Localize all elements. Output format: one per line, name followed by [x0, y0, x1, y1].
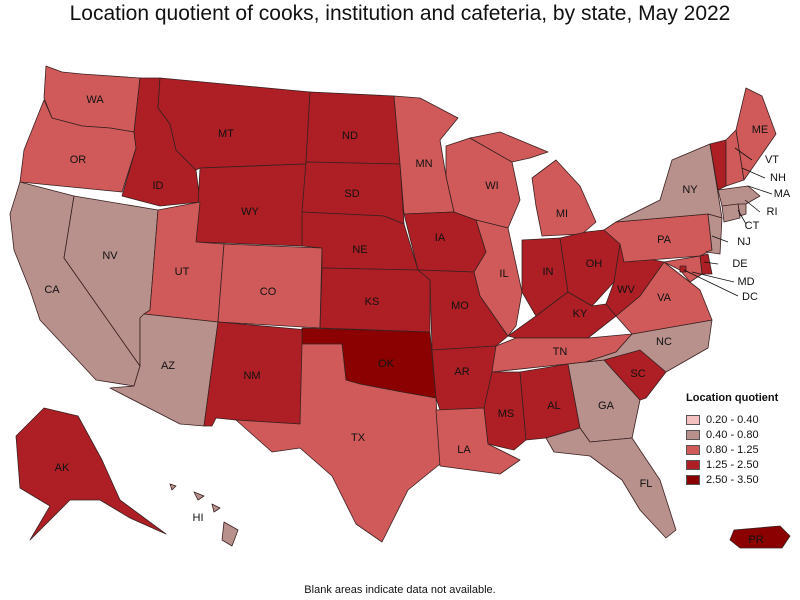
legend-title: Location quotient — [686, 392, 779, 404]
state-label-ak: AK — [55, 462, 70, 474]
state-label-wa: WA — [86, 94, 104, 106]
legend-swatch — [686, 459, 700, 470]
state-ma — [717, 185, 761, 207]
legend-label: 0.40 - 0.80 — [706, 428, 759, 441]
state-label-ok: OK — [378, 358, 395, 370]
legend-item: 1.25 - 2.50 — [686, 457, 798, 472]
state-label-ut: UT — [175, 266, 190, 278]
state-label-hi: HI — [193, 512, 204, 524]
legend-item: 0.40 - 0.80 — [686, 427, 798, 442]
legend-label: 1.25 - 2.50 — [706, 458, 759, 471]
state-label-az: AZ — [161, 360, 175, 372]
legend-swatch — [686, 414, 700, 425]
state-label-il: IL — [499, 268, 508, 280]
state-pr — [729, 525, 791, 549]
state-label-al: AL — [547, 400, 560, 412]
legend: Location quotient 0.20 - 0.40 0.40 - 0.80… — [686, 392, 798, 487]
state-label-mi: MI — [556, 208, 568, 220]
state-label-ma: MA — [774, 188, 791, 200]
state-label-pr: PR — [748, 534, 763, 546]
state-label-or: OR — [70, 154, 87, 166]
legend-swatch — [686, 429, 700, 440]
state-label-nv: NV — [102, 250, 118, 262]
state-label-vt: VT — [765, 154, 779, 166]
state-label-ri: RI — [767, 206, 778, 218]
state-label-ms: MS — [498, 408, 515, 420]
state-label-de: DE — [732, 258, 747, 270]
state-ny — [615, 143, 723, 223]
state-mi — [469, 131, 597, 237]
state-ct — [721, 203, 741, 223]
state-label-ky: KY — [573, 308, 588, 320]
state-nj — [705, 213, 723, 255]
state-dc — [679, 265, 687, 273]
state-label-tn: TN — [553, 346, 568, 358]
state-me — [735, 87, 777, 181]
legend-label: 2.50 - 3.50 — [706, 473, 759, 486]
state-label-wy: WY — [241, 206, 259, 218]
state-label-wv: WV — [617, 284, 635, 296]
legend-label: 0.20 - 0.40 — [706, 413, 759, 426]
state-label-nd: ND — [342, 130, 358, 142]
state-label-mt: MT — [218, 128, 234, 140]
state-label-va: VA — [657, 292, 672, 304]
state-label-ga: GA — [598, 400, 615, 412]
state-label-tx: TX — [351, 432, 366, 444]
state-label-in: IN — [543, 266, 554, 278]
state-label-nh: NH — [770, 172, 786, 184]
state-label-nm: NM — [243, 370, 260, 382]
state-hi — [169, 483, 239, 547]
state-fl — [545, 427, 677, 539]
state-label-sd: SD — [344, 188, 359, 200]
state-nd — [305, 91, 401, 165]
state-label-md: MD — [737, 276, 754, 288]
state-label-ar: AR — [454, 366, 469, 378]
state-label-dc: DC — [742, 291, 758, 303]
state-label-nc: NC — [656, 336, 672, 348]
state-label-oh: OH — [586, 258, 603, 270]
legend-swatch — [686, 474, 700, 485]
state-label-nj: NJ — [737, 236, 750, 248]
state-label-ne: NE — [352, 244, 367, 256]
state-label-pa: PA — [657, 234, 672, 246]
state-ks — [319, 267, 431, 333]
footnote: Blank areas indicate data not available. — [304, 584, 496, 596]
state-label-ia: IA — [435, 232, 446, 244]
legend-swatch — [686, 444, 700, 455]
state-label-co: CO — [260, 286, 277, 298]
legend-item: 0.80 - 1.25 — [686, 442, 798, 457]
state-label-ct: CT — [745, 220, 760, 232]
state-label-ks: KS — [365, 296, 380, 308]
state-label-mn: MN — [415, 158, 432, 170]
state-label-me: ME — [752, 124, 769, 136]
legend-item: 0.20 - 0.40 — [686, 412, 798, 427]
state-ky — [507, 291, 617, 339]
state-label-sc: SC — [630, 368, 645, 380]
map-title: Location quotient of cooks, institution … — [69, 2, 731, 25]
state-label-ny: NY — [682, 184, 698, 196]
legend-item: 2.50 - 3.50 — [686, 472, 798, 487]
state-label-fl: FL — [640, 478, 653, 490]
state-label-la: LA — [457, 444, 471, 456]
state-label-id: ID — [153, 180, 164, 192]
state-tx — [235, 343, 441, 543]
state-ak — [15, 407, 167, 541]
state-label-wi: WI — [485, 180, 498, 192]
legend-label: 0.80 - 1.25 — [706, 443, 759, 456]
state-label-ca: CA — [44, 284, 60, 296]
state-label-mo: MO — [451, 300, 469, 312]
